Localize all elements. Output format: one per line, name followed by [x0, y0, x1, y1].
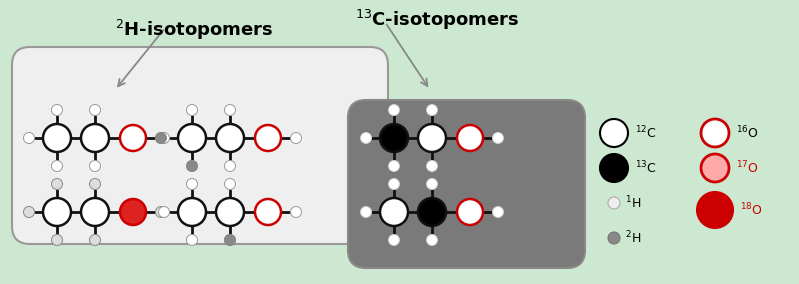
Circle shape [43, 124, 71, 152]
Circle shape [186, 179, 197, 189]
Circle shape [216, 124, 244, 152]
Circle shape [186, 105, 197, 116]
Circle shape [81, 198, 109, 226]
Circle shape [418, 198, 446, 226]
Circle shape [255, 125, 281, 151]
Circle shape [427, 160, 438, 172]
Text: $^{1}$H: $^{1}$H [625, 195, 642, 211]
Circle shape [178, 198, 206, 226]
Text: $^{18}$O: $^{18}$O [740, 202, 763, 218]
Circle shape [23, 206, 34, 218]
Circle shape [388, 179, 400, 189]
Text: $^{13}$C: $^{13}$C [635, 160, 657, 176]
Circle shape [158, 206, 169, 218]
Circle shape [608, 232, 620, 244]
FancyBboxPatch shape [348, 100, 585, 268]
Circle shape [89, 179, 101, 189]
Circle shape [51, 160, 62, 172]
Text: $^{17}$O: $^{17}$O [736, 160, 759, 176]
Circle shape [388, 235, 400, 245]
Circle shape [225, 235, 236, 245]
Circle shape [225, 179, 236, 189]
Circle shape [120, 199, 146, 225]
Circle shape [156, 206, 166, 218]
Circle shape [120, 125, 146, 151]
Circle shape [600, 119, 628, 147]
Circle shape [23, 133, 34, 143]
Circle shape [697, 192, 733, 228]
Text: $^{16}$O: $^{16}$O [736, 125, 759, 141]
Circle shape [388, 105, 400, 116]
Circle shape [291, 133, 301, 143]
Circle shape [51, 179, 62, 189]
Circle shape [701, 119, 729, 147]
Circle shape [492, 133, 503, 143]
Circle shape [360, 133, 372, 143]
Circle shape [156, 133, 166, 143]
Text: $^{13}$C-isotopomers: $^{13}$C-isotopomers [355, 8, 519, 32]
Circle shape [600, 154, 628, 182]
Circle shape [388, 160, 400, 172]
Circle shape [427, 105, 438, 116]
Circle shape [81, 124, 109, 152]
FancyBboxPatch shape [12, 47, 388, 244]
Circle shape [701, 154, 729, 182]
Circle shape [291, 206, 301, 218]
Circle shape [225, 235, 236, 245]
Circle shape [51, 235, 62, 245]
Circle shape [457, 125, 483, 151]
Circle shape [89, 160, 101, 172]
Circle shape [225, 105, 236, 116]
Circle shape [255, 199, 281, 225]
Circle shape [156, 133, 166, 143]
Circle shape [43, 198, 71, 226]
Circle shape [380, 124, 408, 152]
Circle shape [89, 235, 101, 245]
Circle shape [457, 199, 483, 225]
Circle shape [418, 124, 446, 152]
Circle shape [216, 198, 244, 226]
Circle shape [608, 197, 620, 209]
Circle shape [89, 105, 101, 116]
Circle shape [427, 235, 438, 245]
Circle shape [186, 235, 197, 245]
Circle shape [380, 198, 408, 226]
Circle shape [360, 206, 372, 218]
Circle shape [427, 179, 438, 189]
Circle shape [186, 160, 197, 172]
Circle shape [492, 206, 503, 218]
Circle shape [225, 160, 236, 172]
Circle shape [158, 133, 169, 143]
Text: $^{2}$H: $^{2}$H [625, 230, 642, 246]
Circle shape [178, 124, 206, 152]
Text: $^{2}$H-isotopomers: $^{2}$H-isotopomers [115, 18, 273, 42]
Circle shape [51, 105, 62, 116]
Text: $^{12}$C: $^{12}$C [635, 125, 657, 141]
Circle shape [186, 160, 197, 172]
